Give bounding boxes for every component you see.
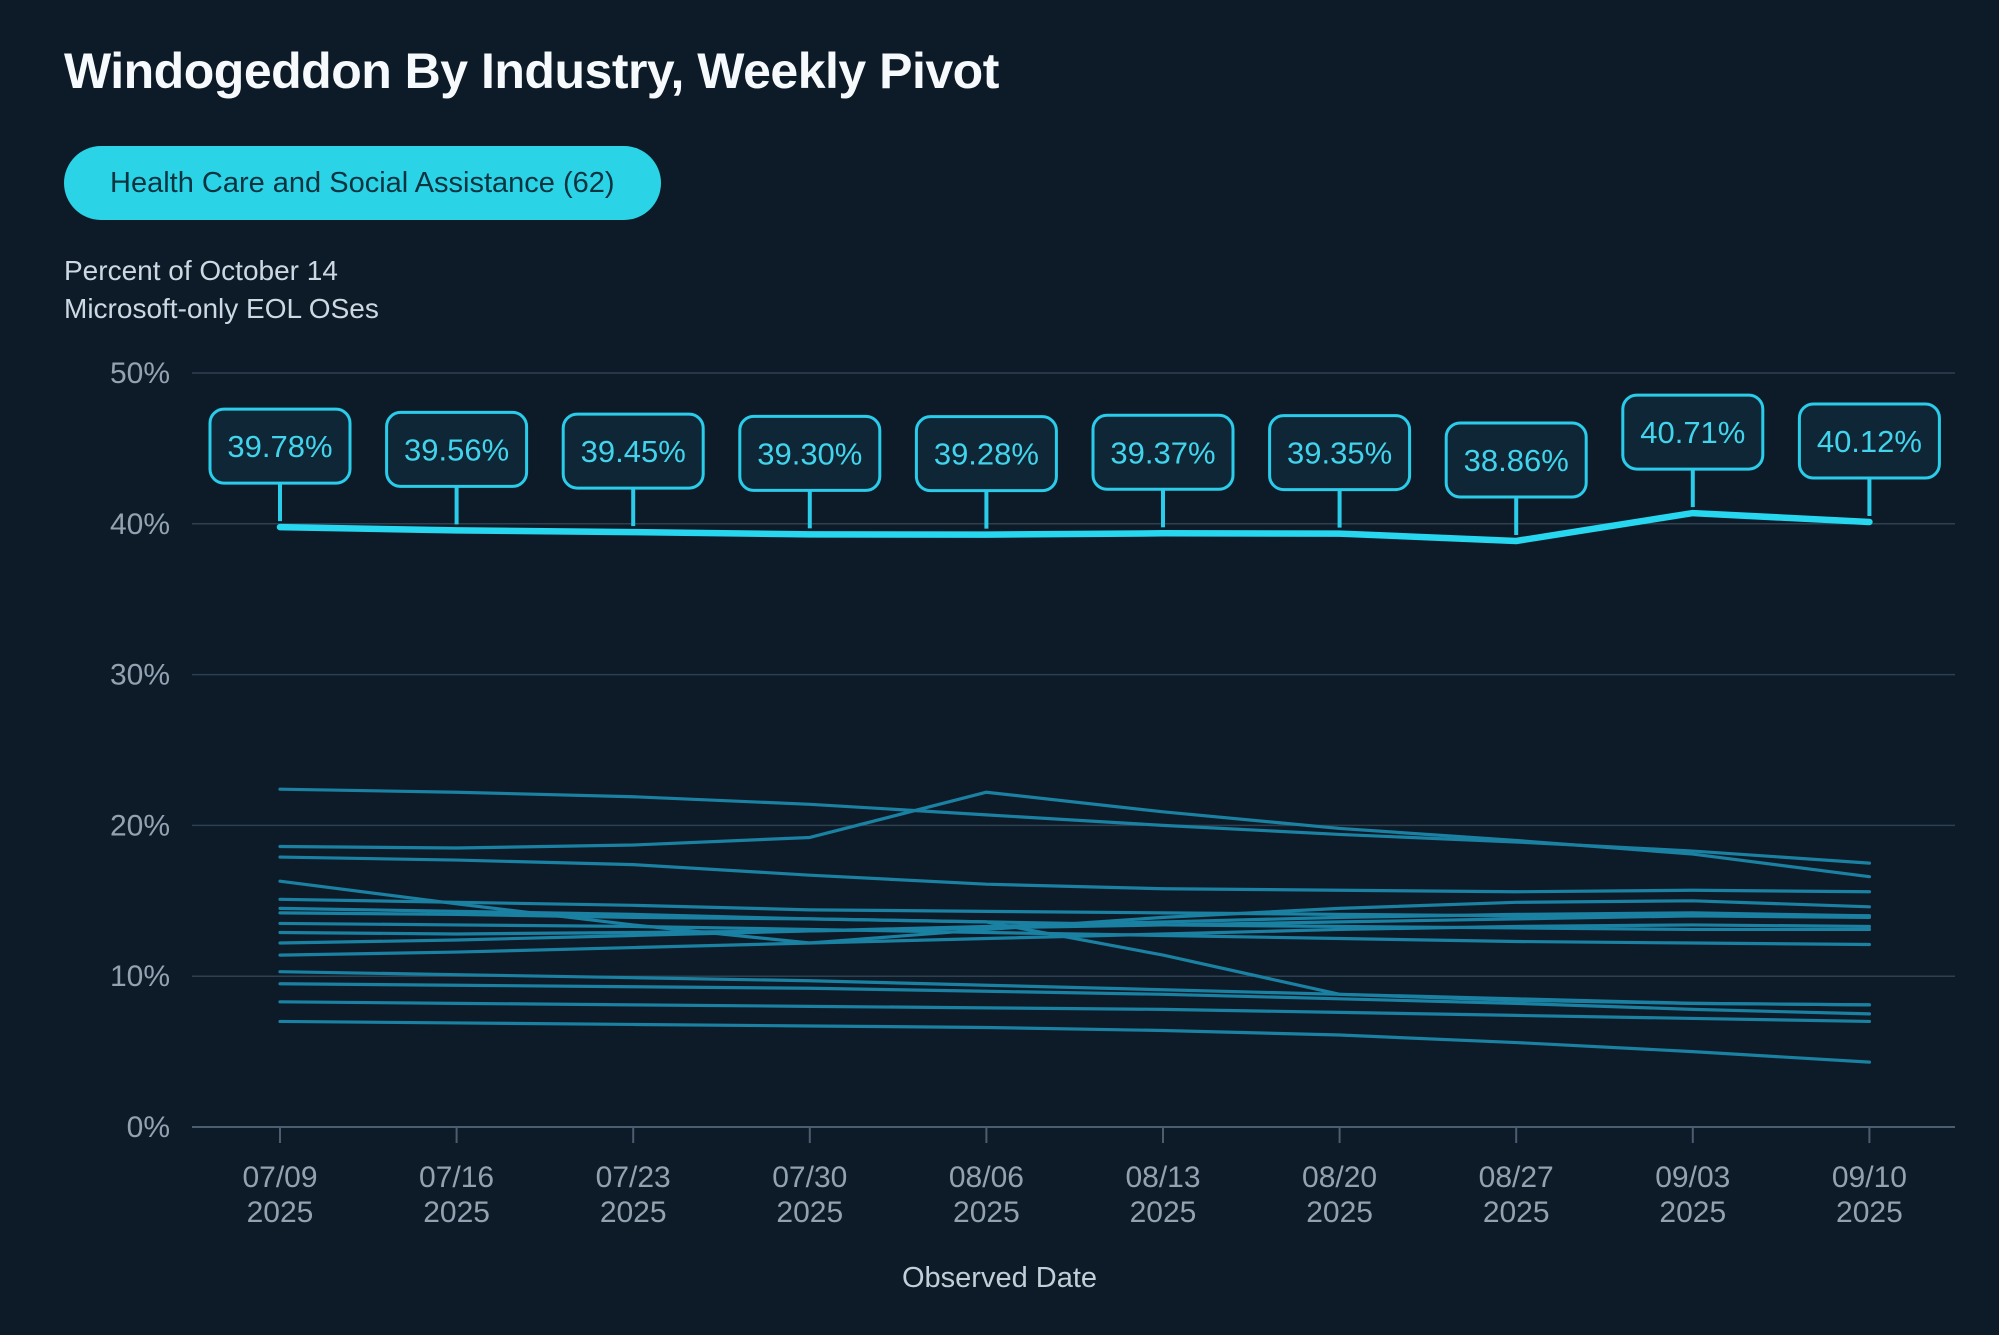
x-tick-label-year: 2025 — [953, 1196, 1020, 1229]
background-series-line — [278, 787, 1872, 865]
x-tick-label-year: 2025 — [1659, 1196, 1726, 1229]
data-label-box — [561, 412, 705, 490]
x-tick-label-date: 07/09 — [242, 1161, 317, 1194]
background-series-line — [278, 855, 1872, 894]
background-series-line — [278, 914, 1872, 936]
y-tick-label: 30% — [110, 659, 170, 692]
x-tick-label-year: 2025 — [1836, 1196, 1903, 1229]
background-series-line — [278, 911, 1872, 945]
background-series-line — [278, 970, 1872, 1007]
data-label-box — [1797, 402, 1941, 480]
y-tick-label: 0% — [127, 1111, 170, 1144]
x-tick-label-date: 07/30 — [772, 1161, 847, 1194]
x-tick-label-date: 08/27 — [1479, 1161, 1554, 1194]
x-tick-label-year: 2025 — [1306, 1196, 1373, 1229]
x-tick-label-date: 08/13 — [1125, 1161, 1200, 1194]
y-tick-label: 50% — [110, 357, 170, 390]
data-label-text: 39.37% — [1110, 435, 1215, 470]
data-label-box — [208, 407, 352, 485]
data-label-box — [1621, 393, 1765, 471]
x-tick-label-year: 2025 — [600, 1196, 667, 1229]
y-axis-title-line2: Microsoft-only EOL OSes — [64, 293, 379, 324]
y-axis-title-line1: Percent of October 14 — [64, 255, 338, 286]
x-tick-label-date: 08/06 — [949, 1161, 1024, 1194]
y-tick-label: 10% — [110, 960, 170, 993]
page-title: Windogeddon By Industry, Weekly Pivot — [64, 43, 999, 99]
data-label-box — [1268, 414, 1412, 492]
data-label-text: 39.45% — [581, 434, 686, 469]
highlight-series-line[interactable] — [276, 509, 1873, 545]
data-label-text: 39.28% — [934, 437, 1039, 472]
data-label-text: 39.56% — [404, 432, 509, 467]
data-label-text: 39.30% — [757, 436, 862, 471]
x-tick-label-date: 08/20 — [1302, 1161, 1377, 1194]
data-label-box — [385, 410, 529, 488]
y-tick-label: 40% — [110, 508, 170, 541]
data-label-box — [1444, 421, 1588, 499]
industry-filter-chip[interactable]: Health Care and Social Assistance (62) — [64, 146, 661, 220]
industry-filter-chip-label: Health Care and Social Assistance (62) — [110, 166, 615, 199]
x-tick-label-year: 2025 — [776, 1196, 843, 1229]
x-tick-label-year: 2025 — [247, 1196, 314, 1229]
background-series-line — [278, 1019, 1872, 1064]
background-series-line — [278, 982, 1872, 1016]
x-tick-label-date: 09/10 — [1832, 1161, 1907, 1194]
y-axis-title: Percent of October 14 Microsoft-only EOL… — [64, 252, 379, 328]
x-tick-label-date: 07/23 — [596, 1161, 671, 1194]
x-tick-label-date: 07/16 — [419, 1161, 494, 1194]
data-label-text: 38.86% — [1464, 443, 1569, 478]
x-tick-label-year: 2025 — [1483, 1196, 1550, 1229]
x-tick-label-year: 2025 — [1130, 1196, 1197, 1229]
x-tick-label-date: 09/03 — [1655, 1161, 1730, 1194]
data-label-text: 40.12% — [1817, 424, 1922, 459]
x-axis-title: Observed Date — [901, 1262, 1098, 1294]
background-series-line — [278, 790, 1872, 879]
background-series-line — [278, 1000, 1872, 1024]
data-label-box — [914, 415, 1058, 493]
data-label-text: 39.78% — [227, 429, 332, 464]
data-label-text: 39.35% — [1287, 436, 1392, 471]
background-series-line — [278, 921, 1872, 947]
data-label-box — [738, 414, 882, 492]
data-label-text: 40.71% — [1640, 415, 1745, 450]
background-series-line — [278, 923, 1872, 957]
y-tick-label: 20% — [110, 809, 170, 842]
data-label-box — [1091, 413, 1235, 491]
x-tick-label-year: 2025 — [423, 1196, 490, 1229]
